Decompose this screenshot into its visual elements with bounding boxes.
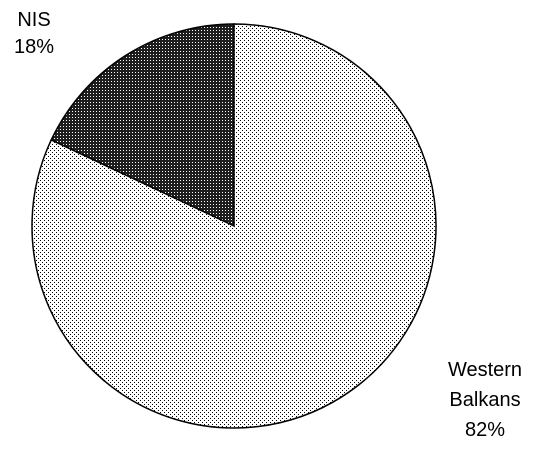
pie-name-label: NIS bbox=[17, 9, 50, 31]
pie-name-label: Balkans bbox=[449, 389, 520, 411]
pie-value-label: 82% bbox=[465, 419, 505, 441]
pie-slice-western-balkans bbox=[31, 23, 437, 429]
pie-label-nis: NIS 18% bbox=[14, 9, 54, 58]
pie-label-western-balkans: Western Balkans 82% bbox=[448, 359, 522, 441]
pie-value-label: 18% bbox=[14, 36, 54, 58]
pie-labels: NIS 18% Western Balkans 82% bbox=[14, 9, 522, 441]
pie-slice-nis bbox=[50, 23, 235, 228]
pie-slices bbox=[31, 23, 437, 429]
pie-name-label: Western bbox=[448, 359, 522, 381]
